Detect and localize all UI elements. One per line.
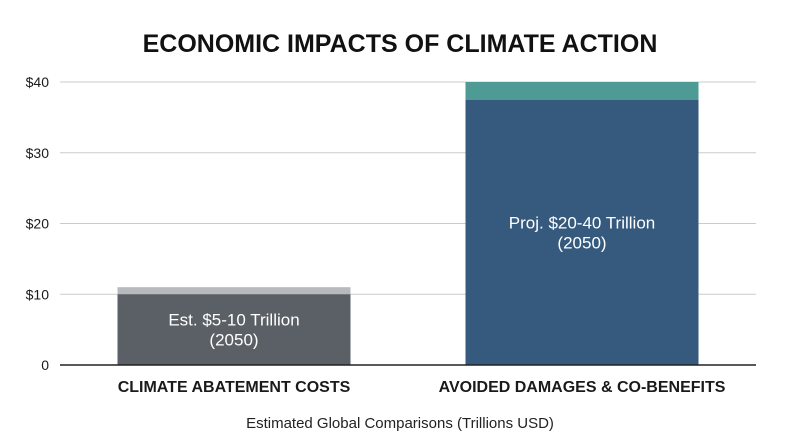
y-tick-label: $20 xyxy=(26,216,50,232)
x-category-label: CLIMATE ABATEMENT COSTS xyxy=(118,379,351,396)
chart-title: ECONOMIC IMPACTS OF CLIMATE ACTION xyxy=(143,30,658,58)
bar-data-label: Proj. $20-40 Trillion xyxy=(509,213,655,232)
x-category-label: AVOIDED DAMAGES & CO-BENEFITS xyxy=(439,379,726,396)
y-tick-label: $10 xyxy=(26,286,50,302)
x-axis-title: Estimated Global Comparisons (Trillions … xyxy=(246,415,554,432)
bars xyxy=(117,82,699,365)
bar-base-segment xyxy=(117,294,351,365)
bar-cap-segment xyxy=(465,82,699,100)
y-tick-label: $40 xyxy=(26,74,50,90)
y-tick-label: $30 xyxy=(26,145,50,161)
bar-labels: Est. $5-10 Trillion(2050)Proj. $20-40 Tr… xyxy=(168,213,655,349)
bar-base-segment xyxy=(465,99,699,365)
x-axis-category-labels: CLIMATE ABATEMENT COSTS AVOIDED DAMAGES &… xyxy=(118,379,726,396)
bar-data-label: (2050) xyxy=(557,233,606,252)
bar-data-label: Est. $5-10 Trillion xyxy=(168,311,299,330)
y-axis-tick-labels: 0 $10 $20 $30 $40 xyxy=(26,74,50,373)
y-tick-label: 0 xyxy=(41,357,49,373)
bar-data-label: (2050) xyxy=(209,331,258,350)
bar-cap-segment xyxy=(117,287,351,295)
